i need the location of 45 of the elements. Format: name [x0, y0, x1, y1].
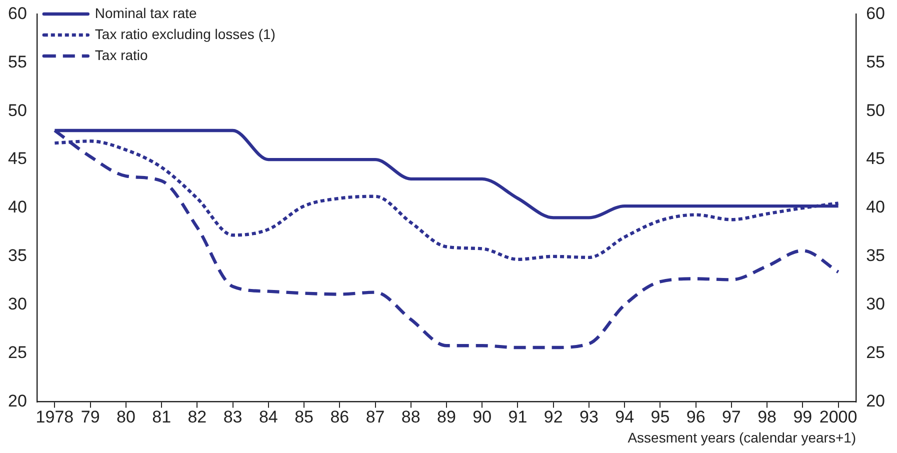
y2-tick-label: 25	[866, 343, 886, 362]
y-tick-label: 25	[8, 343, 27, 362]
x-axis-title: Assesment years (calendar years+1)	[628, 429, 856, 446]
x-tick-label: 94	[615, 408, 634, 427]
y2-tick-label: 55	[866, 52, 886, 72]
y2-tick-label: 40	[866, 198, 886, 217]
x-tick-label: 83	[223, 408, 242, 427]
y-tick-label: 45	[8, 149, 27, 168]
x-tick-label: 1978	[36, 408, 74, 427]
x-tick-label: 2000	[819, 408, 858, 427]
x-tick-label: 89	[437, 408, 456, 427]
y-tick-label: 60	[8, 4, 27, 23]
x-tick-label: 87	[366, 408, 385, 427]
x-tick-label: 92	[544, 408, 563, 427]
x-tick-label: 90	[472, 408, 492, 427]
legend-label: Nominal tax rate	[94, 4, 198, 21]
y-tick-label: 55	[8, 52, 27, 72]
x-tick-label: 91	[508, 408, 528, 427]
y-tick-label: 40	[8, 198, 27, 217]
x-tick-label: 79	[80, 408, 100, 427]
x-tick-label: 88	[401, 408, 420, 427]
y2-tick-label: 30	[866, 294, 886, 314]
y-tick-label: 20	[8, 391, 27, 410]
x-tick-label: 95	[650, 408, 670, 427]
x-tick-label: 86	[330, 408, 350, 427]
y2-tick-label: 45	[866, 149, 886, 168]
x-tick-label: 99	[793, 408, 812, 427]
x-tick-label: 80	[116, 408, 136, 427]
x-tick-label: 97	[722, 408, 741, 427]
x-tick-label: 85	[294, 408, 314, 427]
x-tick-label: 84	[258, 408, 278, 427]
legend-label: Tax ratio excluding losses (1)	[94, 26, 276, 42]
x-tick-label: 98	[758, 408, 777, 427]
y-tick-label: 30	[8, 294, 27, 314]
x-tick-label: 82	[188, 408, 207, 427]
x-tick-label: 93	[580, 408, 598, 427]
y2-tick-label: 35	[866, 246, 886, 266]
y2-tick-label: 60	[866, 4, 886, 23]
x-tick-label: 81	[152, 408, 172, 427]
y2-tick-label: 50	[866, 100, 886, 120]
legend-label: Tax ratio	[94, 46, 148, 63]
y-tick-label: 35	[8, 246, 27, 266]
x-tick-label: 96	[686, 408, 706, 427]
y2-tick-label: 20	[866, 391, 886, 410]
y-tick-label: 50	[8, 100, 27, 120]
